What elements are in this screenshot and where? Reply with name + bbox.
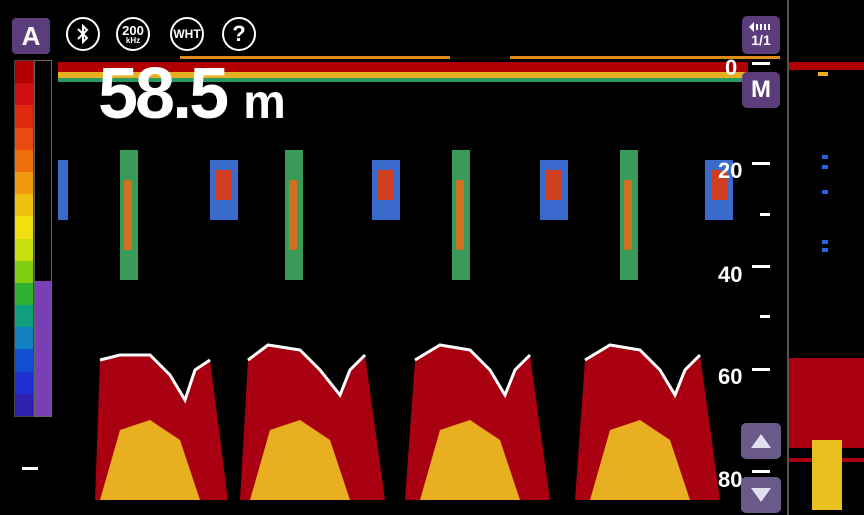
palette-swatch	[15, 349, 33, 372]
palette-swatch	[15, 393, 33, 416]
help-button[interactable]: ?	[222, 17, 256, 51]
bluetooth-button[interactable]	[66, 17, 100, 51]
palette-swatch	[15, 171, 33, 195]
mode-a-button[interactable]: A	[12, 18, 50, 54]
depth-value: 58.5	[98, 54, 229, 134]
palette-swatch	[15, 282, 33, 306]
surface-clutter	[58, 62, 748, 72]
depth-tick	[752, 265, 770, 268]
a-scope-panel	[789, 62, 864, 510]
range-up-button[interactable]	[741, 423, 781, 459]
signal-history-icon	[749, 22, 770, 32]
pager-label: 1/1	[751, 32, 771, 48]
history-pager-button[interactable]: 1/1	[742, 16, 780, 54]
depth-marker	[22, 467, 38, 470]
palette-swatch	[15, 61, 33, 84]
color-scheme-button[interactable]: WHT	[170, 17, 204, 51]
depth-tick	[752, 162, 770, 165]
palette-swatch	[15, 105, 33, 128]
palette-swatch	[15, 127, 33, 150]
surface-clutter-mid	[58, 72, 748, 78]
panel-divider	[787, 0, 789, 515]
depth-minor-tick	[760, 213, 770, 216]
palette-swatch	[15, 260, 33, 283]
menu-button[interactable]: M	[742, 72, 780, 108]
palette-swatch	[15, 216, 33, 239]
triangle-up-icon	[751, 434, 771, 448]
gain-bar[interactable]	[34, 60, 52, 417]
palette-swatch	[15, 371, 33, 394]
surface-clutter-low	[58, 78, 748, 82]
frequency-value: 200	[122, 22, 144, 38]
range-down-button[interactable]	[741, 477, 781, 513]
depth-tick	[752, 470, 770, 473]
depth-tick	[752, 62, 770, 65]
depth-label-0: 0	[725, 55, 738, 80]
palette-swatch	[15, 327, 33, 350]
frequency-unit: kHz	[125, 35, 141, 45]
depth-tick	[752, 368, 770, 371]
depth-label-40: 40	[718, 262, 743, 287]
depth-unit: m	[243, 76, 286, 129]
fish-targets	[58, 150, 733, 280]
bottom-returns	[95, 343, 720, 500]
triangle-down-icon	[751, 488, 771, 502]
surface-line-b	[510, 56, 780, 59]
frequency-button[interactable]: 200 kHz	[116, 17, 150, 51]
depth-label-80: 80	[718, 467, 743, 492]
surface-line-a	[180, 56, 450, 59]
depth-minor-tick	[760, 315, 770, 318]
bluetooth-icon	[77, 24, 89, 44]
palette-swatch	[15, 305, 33, 328]
depth-readout: 58.5 m	[98, 58, 286, 139]
depth-label-20: 20	[718, 158, 743, 183]
depth-label-60: 60	[718, 364, 743, 389]
palette-swatch	[15, 238, 33, 261]
palette-swatch	[15, 194, 33, 217]
gain-level	[35, 281, 51, 416]
color-palette	[14, 60, 34, 417]
palette-swatch	[15, 149, 33, 172]
palette-swatch	[15, 83, 33, 106]
